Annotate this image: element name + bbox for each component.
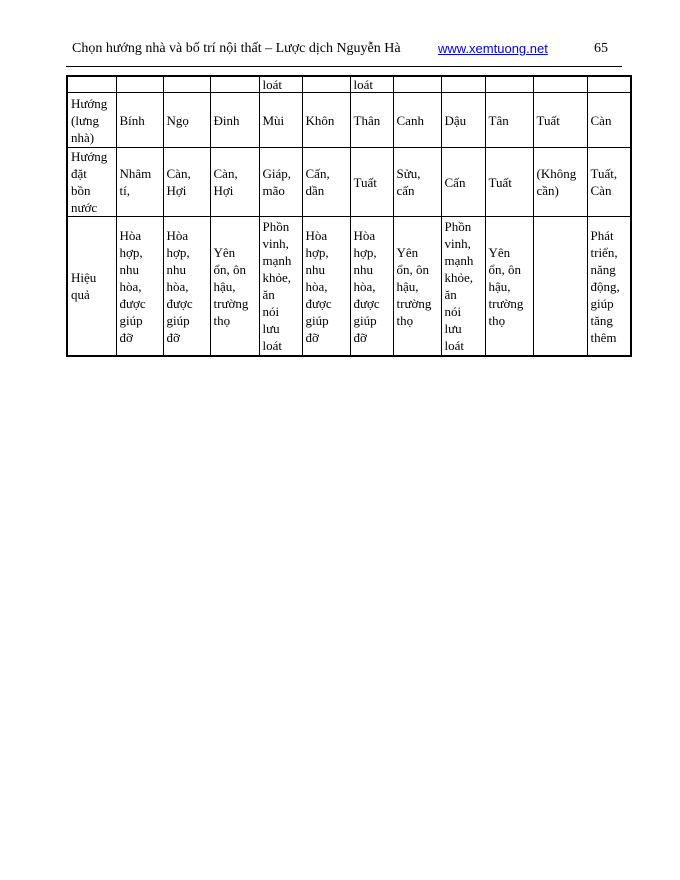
table-cell: Cấn	[440, 147, 486, 217]
table-cell: Phồn vinh, mạnh khỏe, ăn nói lưu loát	[258, 216, 303, 357]
table-cell: Tuất	[484, 147, 534, 217]
table-cell	[484, 75, 534, 93]
table-cell	[586, 75, 632, 93]
table-cell	[392, 75, 442, 93]
table-cell: Nhâm tí,	[115, 147, 164, 217]
table-cell: Cấn, dần	[301, 147, 351, 217]
table-cell: Đinh	[209, 92, 260, 148]
continuation-row: loát loát	[66, 75, 632, 93]
row-header-cell: Hiệu quả	[66, 216, 117, 357]
direction-table: loát loát Hướng (lưng nhà) Bính Ngọ Đinh Mùi Kh…	[66, 75, 632, 357]
table-cell: loát	[258, 75, 303, 93]
table-cell: Khôn	[301, 92, 351, 148]
table-cell	[532, 75, 588, 93]
water-tank-row: Hướng đặt bồn nước Nhâm tí, Càn, Hợi Càn, H…	[66, 147, 632, 217]
house-direction-row: Hướng (lưng nhà) Bính Ngọ Đinh Mùi Khôn Thân Ca…	[66, 92, 632, 148]
page-number: 65	[594, 41, 608, 56]
table-cell	[209, 75, 260, 93]
table-cell	[301, 75, 351, 93]
table-cell: Hòa hợp, nhu hòa, được giúp đỡ	[115, 216, 164, 357]
table-cell: Hòa hợp, nhu hòa, được giúp đỡ	[162, 216, 211, 357]
row-header-cell: Hướng đặt bồn nước	[66, 147, 117, 217]
table-cell	[115, 75, 164, 93]
table-cell: Phồn vinh, mạnh khỏe, ăn nói lưu loát	[440, 216, 486, 357]
table-cell: Giáp, mão	[258, 147, 303, 217]
table-cell: Yên ổn, ôn hậu, trường thọ	[209, 216, 260, 357]
table-cell: Yên ổn, ôn hậu, trường thọ	[484, 216, 534, 357]
row-header-cell: Hướng (lưng nhà)	[66, 92, 117, 148]
table-cell: Bính	[115, 92, 164, 148]
header-title: Chọn hướng nhà và bố trí nội thất – Lược…	[72, 41, 401, 56]
table-cell: (Không cần)	[532, 147, 588, 217]
row-header-cell	[66, 75, 117, 93]
table-cell	[162, 75, 211, 93]
table-cell: Càn	[586, 92, 632, 148]
table-cell: Tân	[484, 92, 534, 148]
table-cell: Ngọ	[162, 92, 211, 148]
table-cell: Yên ổn, ôn hậu, trường thọ	[392, 216, 442, 357]
table-cell: Dậu	[440, 92, 486, 148]
table-cell: Canh	[392, 92, 442, 148]
table-cell: Tuất	[349, 147, 394, 217]
table-cell: Càn, Hợi	[162, 147, 211, 217]
table-cell: Phát triển, năng động, giúp tăng thêm	[586, 216, 632, 357]
effect-row: Hiệu quả Hòa hợp, nhu hòa, được giúp đỡ Hò…	[66, 216, 632, 357]
table-cell: Mùi	[258, 92, 303, 148]
table-cell: loát	[349, 75, 394, 93]
page-header: Chọn hướng nhà và bố trí nội thất – Lược…	[72, 41, 612, 59]
table-cell: Tuất, Càn	[586, 147, 632, 217]
table-cell: Hòa hợp, nhu hòa, được giúp đỡ	[301, 216, 351, 357]
table-cell: Càn, Hợi	[209, 147, 260, 217]
table-cell: Hòa hợp, nhu hòa, được giúp đỡ	[349, 216, 394, 357]
table-cell	[532, 216, 588, 357]
table-cell: Thân	[349, 92, 394, 148]
website-link[interactable]: www.xemtuong.net	[438, 41, 548, 56]
header-divider	[66, 66, 622, 67]
table-cell	[440, 75, 486, 93]
table-cell: Sửu, cấn	[392, 147, 442, 217]
table-cell: Tuất	[532, 92, 588, 148]
